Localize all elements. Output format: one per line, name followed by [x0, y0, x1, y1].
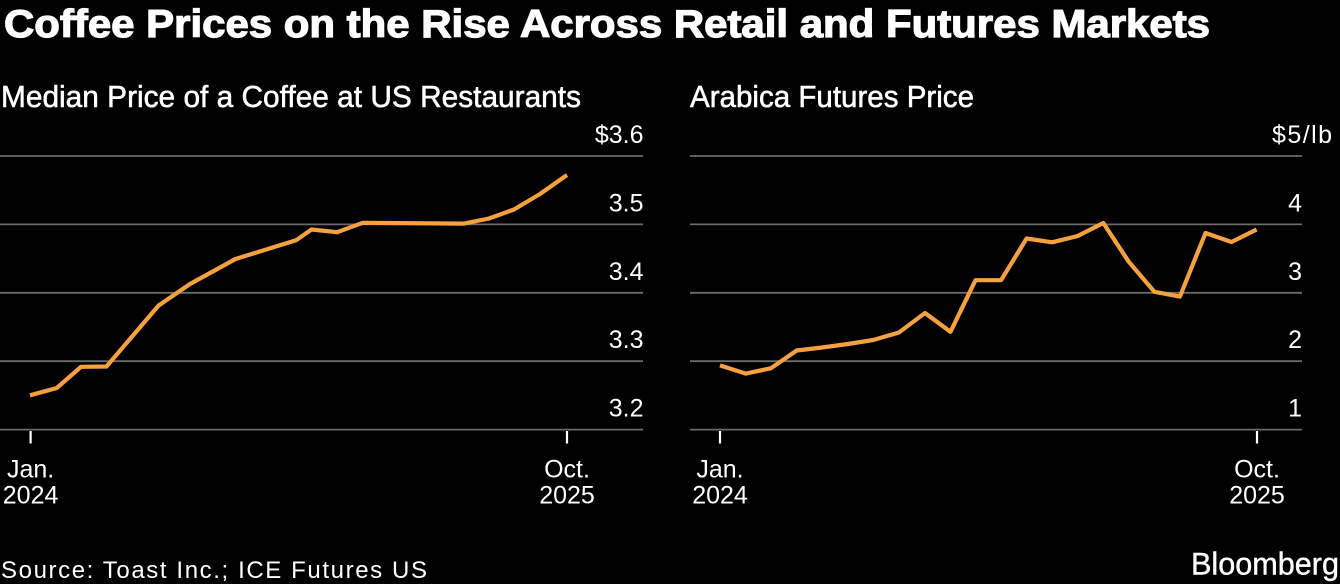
svg-text:Coffee Prices on the Rise Acro: Coffee Prices on the Rise Across Retail …: [4, 3, 1210, 46]
svg-text:$5/lb: $5/lb: [1272, 121, 1332, 149]
svg-text:2025: 2025: [1229, 482, 1285, 510]
svg-text:2024: 2024: [692, 482, 748, 510]
svg-text:Median Price of a Coffee at US: Median Price of a Coffee at US Restauran…: [1, 79, 581, 114]
svg-text:2: 2: [1288, 326, 1302, 354]
svg-text:1: 1: [1288, 395, 1302, 423]
svg-text:2025: 2025: [539, 482, 595, 510]
svg-text:3: 3: [1288, 258, 1302, 286]
svg-text:4: 4: [1288, 189, 1302, 217]
svg-text:$3.6: $3.6: [595, 121, 644, 149]
svg-text:Oct.: Oct.: [1234, 456, 1280, 484]
svg-text:Oct.: Oct.: [544, 456, 590, 484]
svg-text:Jan.: Jan.: [7, 456, 54, 484]
svg-text:3.4: 3.4: [609, 258, 644, 286]
svg-text:2024: 2024: [3, 482, 59, 510]
svg-text:Jan.: Jan.: [696, 456, 743, 484]
svg-text:Source: Toast Inc.; ICE Future: Source: Toast Inc.; ICE Futures US: [1, 557, 427, 584]
svg-text:Bloomberg: Bloomberg: [1191, 546, 1339, 582]
svg-text:3.3: 3.3: [609, 326, 644, 354]
svg-text:Arabica Futures Price: Arabica Futures Price: [690, 79, 974, 114]
svg-text:3.5: 3.5: [609, 189, 644, 217]
svg-text:3.2: 3.2: [609, 395, 644, 423]
